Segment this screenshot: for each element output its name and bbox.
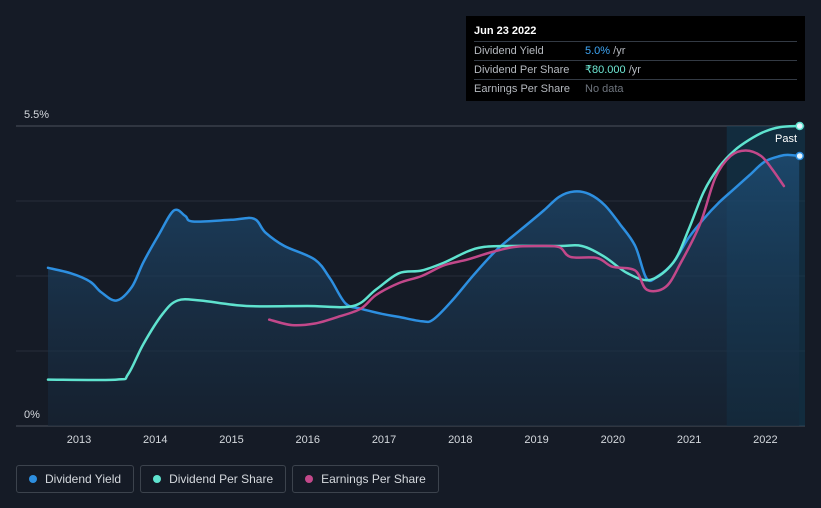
- dividend-yield-line: [46, 153, 801, 324]
- past-label: Past: [775, 133, 797, 145]
- end-markers: [795, 121, 804, 161]
- x-tick-label: 2019: [524, 434, 548, 446]
- y-tick-label: 0%: [24, 409, 40, 421]
- tooltip-date: Jun 23 2022: [474, 25, 537, 37]
- legend-dot-icon: [153, 475, 162, 483]
- x-tick-label: 2017: [372, 434, 396, 446]
- legend-label: Dividend Per Share: [169, 472, 274, 486]
- tooltip-row-dividend-per-share: Dividend Per Share ₹80.000 /yr: [474, 60, 797, 79]
- dividend-per-share-end-marker: [795, 121, 804, 131]
- tooltip-label: Earnings Per Share: [474, 83, 570, 95]
- tooltip-unit: /yr: [610, 45, 626, 57]
- x-tick-label: 2016: [296, 434, 320, 446]
- tooltip-value: No data: [585, 83, 624, 95]
- legend-item-earnings-per-share[interactable]: Earnings Per Share: [292, 465, 439, 493]
- tooltip-label: Dividend Yield: [474, 45, 544, 57]
- earnings-per-share-line: [267, 149, 786, 327]
- x-axis-ticks: 2013 2014 2015 2016 2017 2018 2019 2020 2021 2022: [67, 434, 778, 446]
- x-tick-label: 2018: [448, 434, 472, 446]
- legend-item-dividend-per-share[interactable]: Dividend Per Share: [140, 465, 287, 493]
- series-lines: [46, 124, 801, 382]
- tooltip-unit: /yr: [625, 64, 641, 76]
- dividend-yield-end-marker: [795, 151, 804, 161]
- x-tick-label: 2013: [67, 434, 91, 446]
- x-tick-label: 2015: [219, 434, 243, 446]
- x-tick-label: 2021: [677, 434, 701, 446]
- tooltip-row-earnings-per-share: Earnings Per Share No data: [474, 79, 797, 98]
- legend-label: Dividend Yield: [45, 472, 122, 486]
- tooltip-row-dividend-yield: Dividend Yield 5.0% /yr: [474, 41, 797, 60]
- x-tick-label: 2014: [143, 434, 167, 446]
- dividend-yield-area: [48, 154, 800, 426]
- series-areas: [48, 154, 800, 426]
- legend-item-dividend-yield[interactable]: Dividend Yield: [16, 465, 135, 493]
- legend-dot-icon: [305, 475, 314, 483]
- tooltip-label: Dividend Per Share: [474, 64, 570, 76]
- legend: Dividend Yield Dividend Per Share Earnin…: [16, 465, 445, 493]
- x-tick-label: 2020: [601, 434, 625, 446]
- legend-label: Earnings Per Share: [321, 472, 426, 486]
- y-axis-ticks: 5.5% 0%: [24, 109, 49, 421]
- legend-dot-icon: [29, 475, 37, 483]
- tooltip-value: ₹80.000: [585, 64, 626, 76]
- y-tick-label: 5.5%: [24, 109, 49, 121]
- tooltip: Jun 23 2022 Dividend Yield 5.0% /yr Divi…: [466, 16, 805, 101]
- x-tick-label: 2022: [753, 434, 777, 446]
- tooltip-value: 5.0%: [585, 45, 611, 57]
- dividend-per-share-line: [46, 124, 801, 382]
